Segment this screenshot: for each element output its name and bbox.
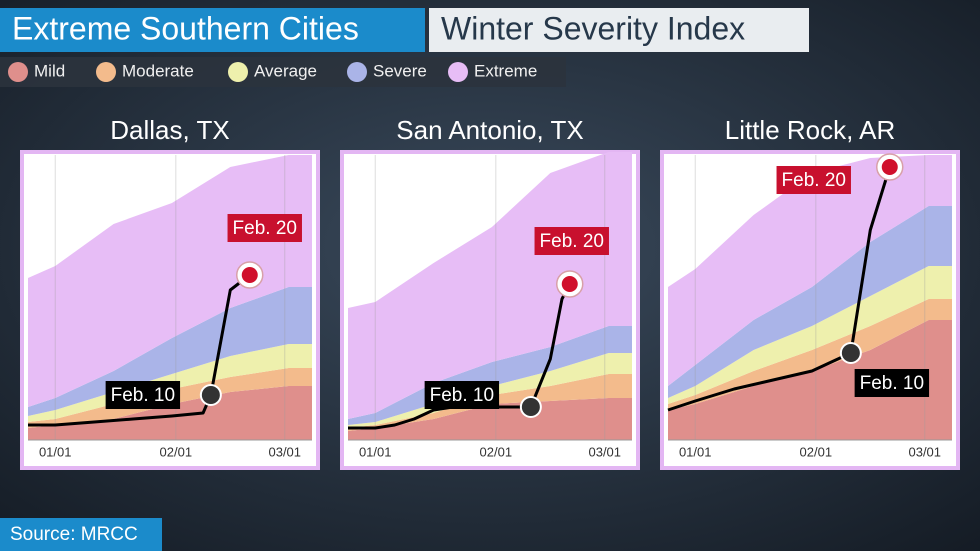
annotation-box bbox=[424, 381, 500, 409]
source: Source: MRCC bbox=[10, 524, 138, 545]
legend-label: Moderate bbox=[122, 61, 194, 80]
annotation-point bbox=[841, 344, 860, 362]
annotation-box bbox=[534, 227, 609, 255]
x-tick-label: 01/01 bbox=[359, 444, 392, 459]
panel-title: Dallas, TX bbox=[110, 115, 229, 145]
subtitle: Winter Severity Index bbox=[441, 10, 745, 46]
annotation-box bbox=[227, 214, 302, 242]
x-tick-label: 01/01 bbox=[679, 444, 712, 459]
annotation-box bbox=[776, 166, 851, 194]
title: Extreme Southern Cities bbox=[12, 10, 359, 46]
severity-line bbox=[28, 273, 251, 427]
annotation-label: Feb. 20 bbox=[782, 170, 846, 191]
x-tick-label: 01/01 bbox=[39, 444, 72, 459]
x-tick-label: 03/01 bbox=[268, 444, 301, 459]
band bbox=[348, 326, 632, 425]
band bbox=[28, 386, 312, 440]
band bbox=[28, 287, 312, 416]
legend-label: Severe bbox=[373, 61, 427, 80]
severity-line bbox=[667, 166, 892, 412]
band bbox=[668, 206, 952, 398]
x-tick-label: 03/01 bbox=[908, 444, 941, 459]
legend-swatch bbox=[347, 62, 367, 82]
source-box bbox=[0, 518, 162, 551]
annotation-label: Feb. 10 bbox=[111, 385, 175, 406]
x-tick-label: 02/01 bbox=[800, 444, 833, 459]
annotation-point bbox=[521, 398, 540, 416]
annotation-point bbox=[241, 267, 258, 283]
legend-label: Mild bbox=[34, 61, 65, 80]
annotation-point bbox=[201, 386, 220, 404]
annotation-point bbox=[561, 276, 578, 292]
panel-title: San Antonio, TX bbox=[396, 115, 583, 145]
legend-swatch bbox=[8, 62, 28, 82]
legend-swatch bbox=[96, 62, 116, 82]
annotation-label: Feb. 20 bbox=[540, 231, 604, 252]
annotation-label: Feb. 10 bbox=[860, 373, 924, 394]
annotation-label: Feb. 10 bbox=[430, 385, 494, 406]
x-tick-label: 02/01 bbox=[480, 444, 513, 459]
legend-label: Extreme bbox=[474, 61, 537, 80]
legend-label: Average bbox=[254, 61, 317, 80]
subtitle-box bbox=[429, 8, 809, 52]
legend-box bbox=[0, 57, 566, 87]
band bbox=[348, 152, 632, 419]
band bbox=[668, 266, 952, 404]
title-box bbox=[0, 8, 425, 52]
legend-swatch bbox=[228, 62, 248, 82]
x-tick-label: 02/01 bbox=[160, 444, 193, 459]
x-tick-label: 03/01 bbox=[588, 444, 621, 459]
annotation-box bbox=[105, 381, 181, 409]
band bbox=[668, 299, 952, 410]
band bbox=[348, 398, 632, 440]
legend-swatch bbox=[448, 62, 468, 82]
annotation-point bbox=[881, 159, 898, 175]
band bbox=[668, 320, 952, 440]
panel-title: Little Rock, AR bbox=[725, 115, 896, 145]
annotation-box bbox=[854, 369, 930, 397]
band bbox=[668, 155, 952, 386]
annotation-label: Feb. 20 bbox=[233, 218, 297, 239]
